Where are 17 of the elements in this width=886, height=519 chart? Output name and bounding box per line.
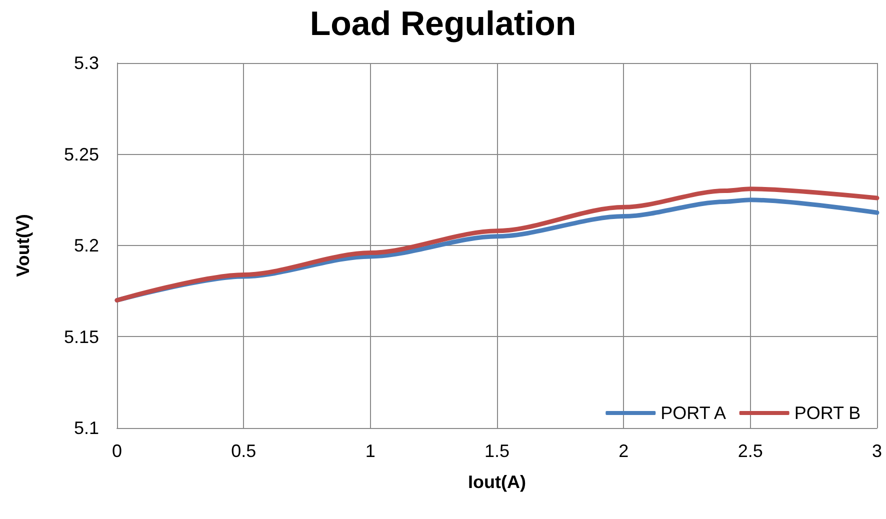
y-axis-title: Vout(V)	[13, 214, 33, 277]
y-tick-label: 5.15	[64, 326, 99, 347]
y-tick-label: 5.25	[64, 144, 99, 164]
x-tick-label: 2.5	[738, 441, 763, 461]
x-axis-title: Iout(A)	[468, 472, 526, 492]
y-tick-label: 5.1	[74, 418, 99, 438]
x-tick-label: 2	[618, 441, 629, 461]
x-tick-label: 1	[365, 441, 376, 461]
chart-title: Load Regulation	[310, 5, 576, 43]
legend-label: PORT A	[660, 403, 726, 423]
x-tick-label: 0	[112, 441, 122, 461]
x-tick-label: 1.5	[484, 441, 510, 461]
x-tick-label: 0.5	[231, 441, 256, 461]
y-tick-label: 5.2	[74, 236, 99, 256]
y-tick-label: 5.3	[74, 53, 99, 73]
x-tick-label: 3	[872, 441, 882, 461]
legend-label: PORT B	[794, 403, 861, 423]
